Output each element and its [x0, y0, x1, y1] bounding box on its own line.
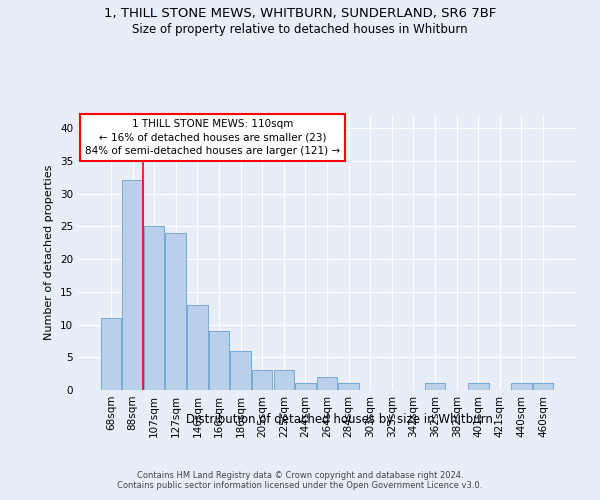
Bar	[511, 384, 532, 390]
Text: Distribution of detached houses by size in Whitburn: Distribution of detached houses by size …	[185, 412, 493, 426]
Y-axis label: Number of detached properties: Number of detached properties	[44, 165, 55, 340]
Bar	[144, 226, 164, 390]
Bar	[101, 318, 121, 390]
Text: Size of property relative to detached houses in Whitburn: Size of property relative to detached ho…	[132, 22, 468, 36]
Bar	[425, 384, 445, 390]
Bar	[338, 384, 359, 390]
Text: Contains HM Land Registry data © Crown copyright and database right 2024.
Contai: Contains HM Land Registry data © Crown c…	[118, 470, 482, 490]
Bar	[274, 370, 294, 390]
Bar	[317, 377, 337, 390]
Bar	[187, 305, 208, 390]
Bar	[252, 370, 272, 390]
Bar	[122, 180, 143, 390]
Bar	[468, 384, 488, 390]
Bar	[295, 384, 316, 390]
Bar	[230, 350, 251, 390]
Text: 1, THILL STONE MEWS, WHITBURN, SUNDERLAND, SR6 7BF: 1, THILL STONE MEWS, WHITBURN, SUNDERLAN…	[104, 8, 496, 20]
Text: 1 THILL STONE MEWS: 110sqm
← 16% of detached houses are smaller (23)
84% of semi: 1 THILL STONE MEWS: 110sqm ← 16% of deta…	[85, 119, 340, 156]
Bar	[166, 233, 186, 390]
Bar	[533, 384, 553, 390]
Bar	[209, 331, 229, 390]
